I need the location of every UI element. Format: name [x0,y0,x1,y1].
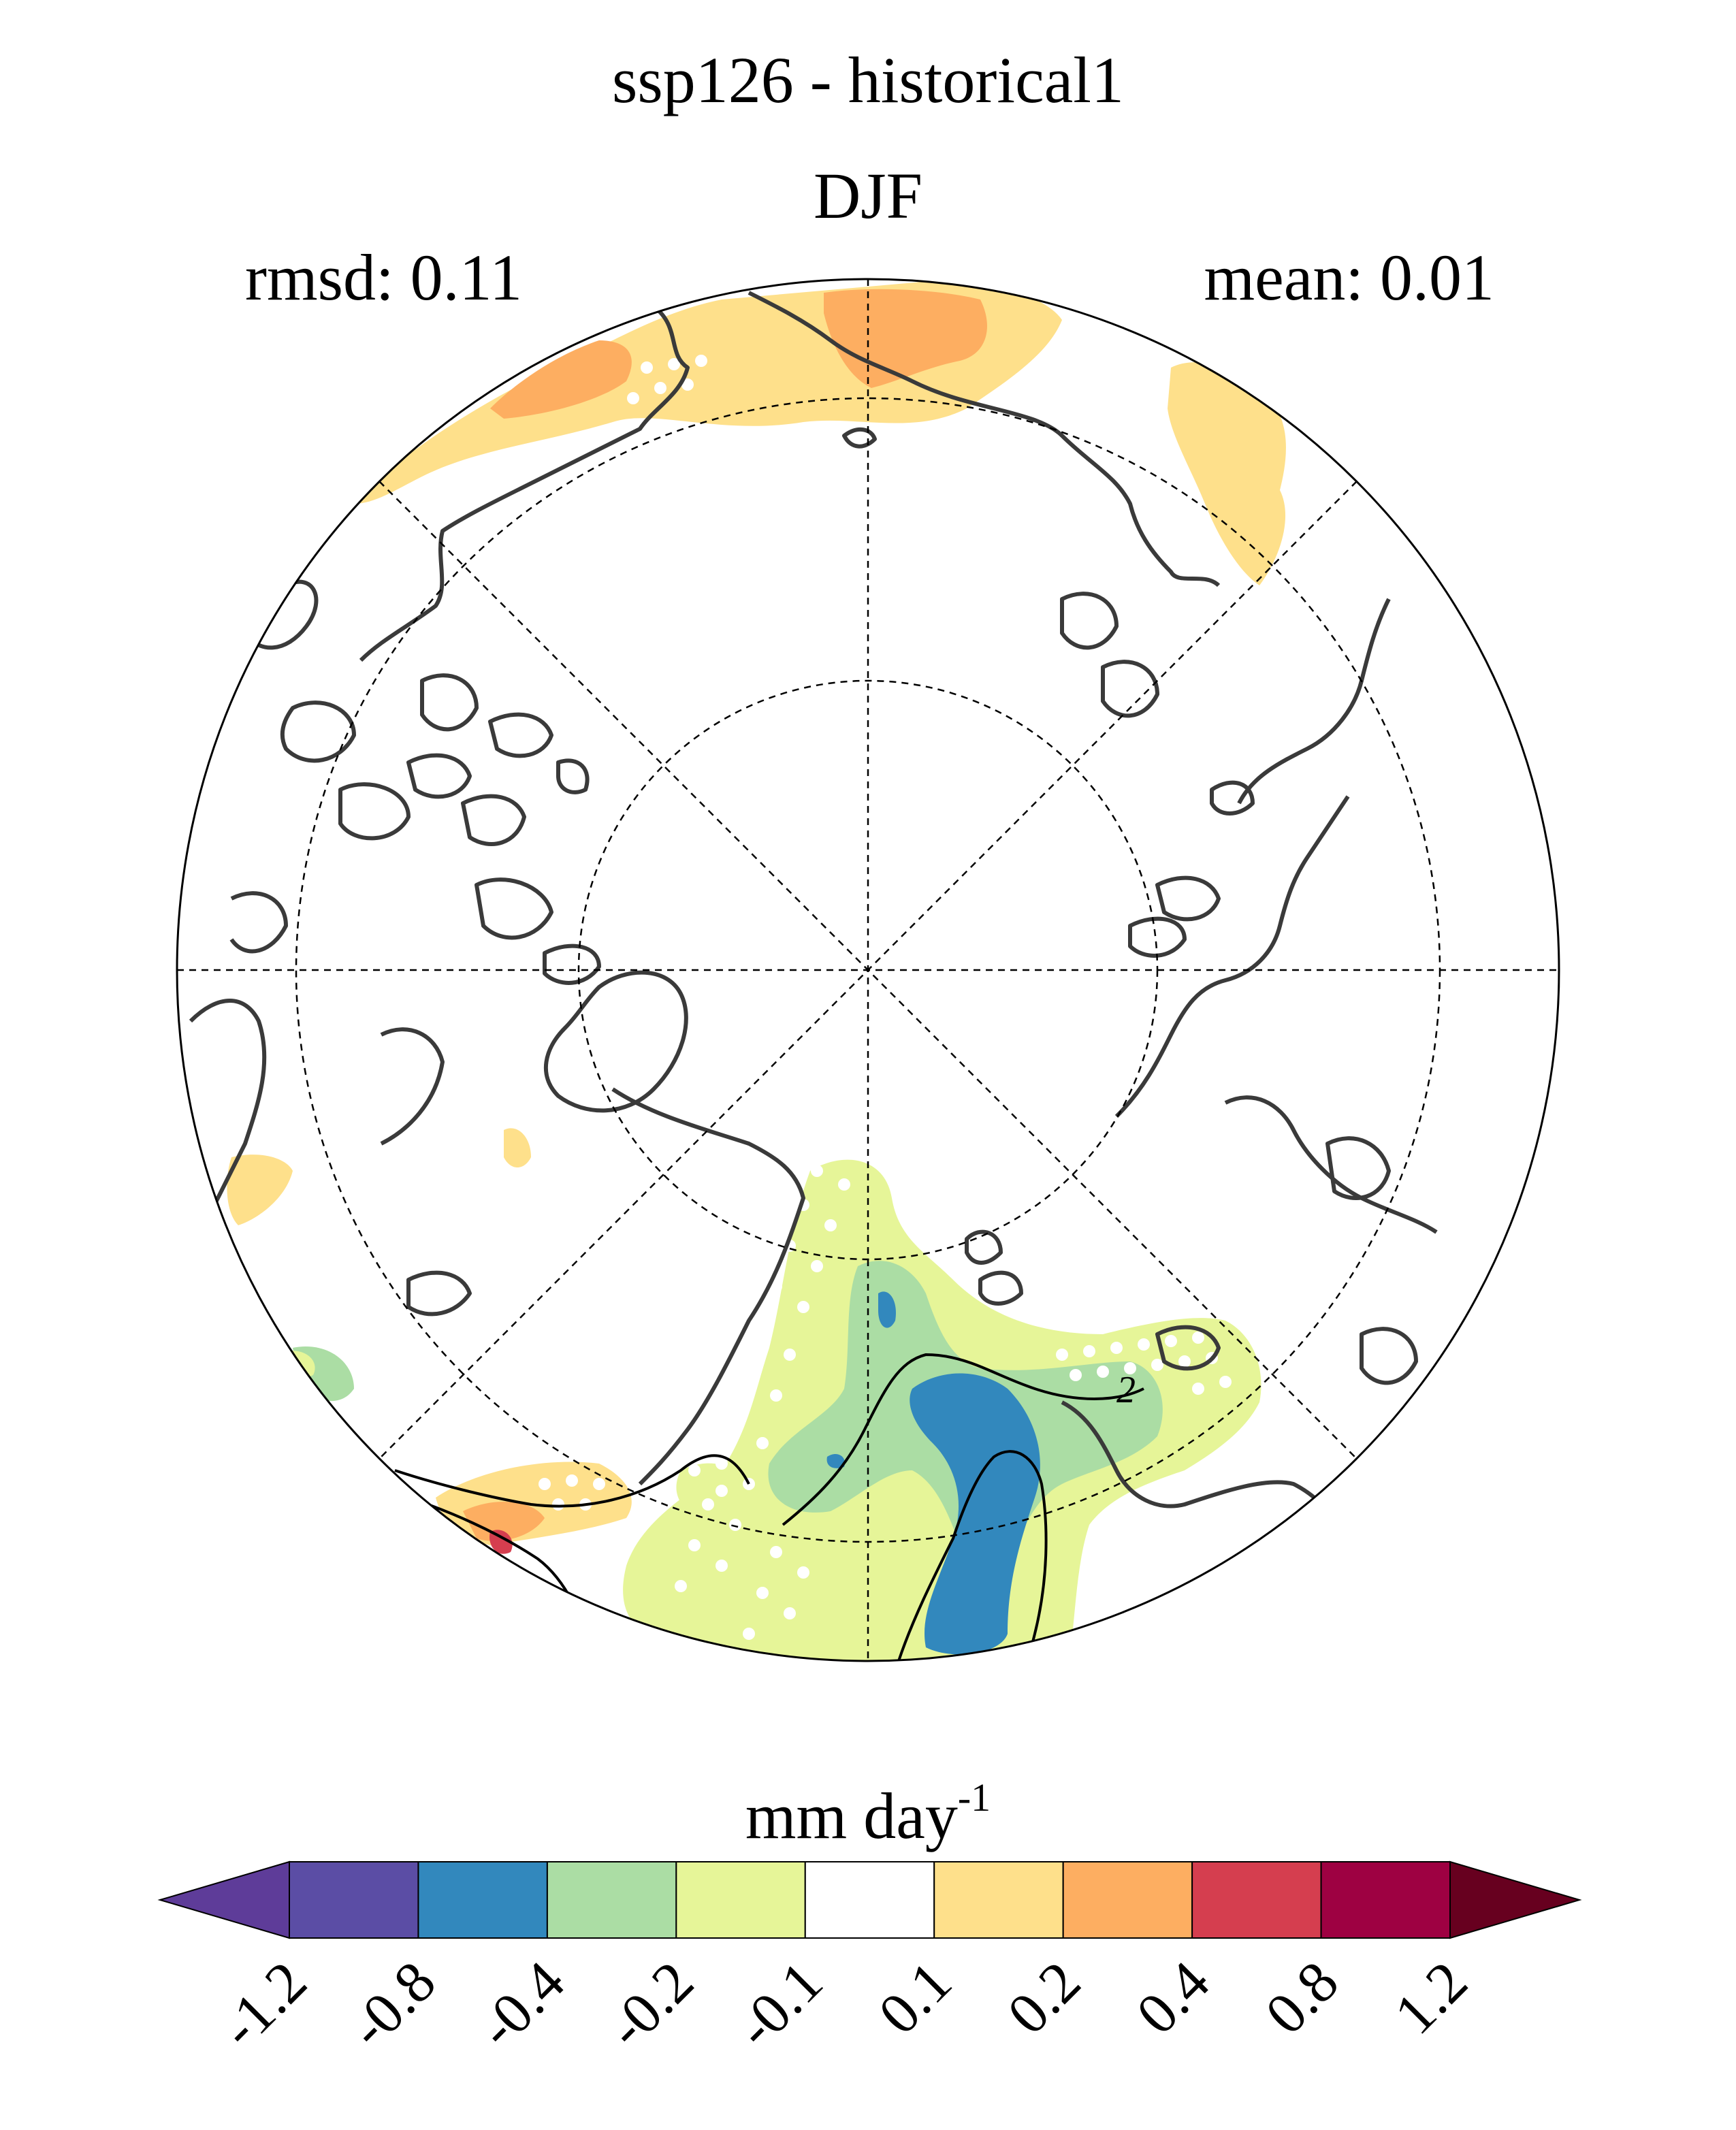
colorbar-units-base: mm day [745,1779,958,1852]
colorbar-tick-label: -0.1 [723,1949,835,2061]
colorbar-extend-high [1449,1860,1582,1939]
colorbar-tick-label: -1.2 [207,1949,319,2061]
coastlines [189,291,1438,1540]
colorbar-box [1062,1861,1193,1939]
graticule [177,279,1559,1661]
colorbar-tick-label: 0.8 [1253,1949,1351,2047]
mean-label: mean: 0.01 [1204,241,1494,314]
colorbar-units: mm day-1 [745,1775,991,1852]
colorbar [157,1860,1582,1939]
colorbar-units-exponent: -1 [958,1775,991,1820]
colorbar-box [546,1861,677,1939]
polar-map [177,279,1559,1661]
colorbar-box [417,1861,548,1939]
colorbar-tick-label: -0.4 [465,1949,577,2061]
contour-label: 2 [1116,1369,1136,1411]
colorbar-tick-label: 0.4 [1124,1949,1222,2047]
colorbar-ticks: -1.2 -0.8 -0.4 -0.2 -0.1 0.1 0.2 0.4 0.8 1.2 [207,1949,1479,2061]
colorbar-box [289,1861,419,1939]
colorbar-tick-label: 1.2 [1382,1949,1480,2047]
colorbar-tick-label: 0.1 [866,1949,964,2047]
colorbar-box [933,1861,1064,1939]
colorbar-box [675,1861,806,1939]
map-border [176,278,1560,1662]
map-title: ssp126 - historical1 [612,44,1124,116]
colorbar-extend-low [157,1860,290,1939]
colorbar-box [1191,1861,1322,1939]
colorbar-box [1320,1861,1451,1939]
season-label: DJF [814,159,922,232]
rmsd-label: rmsd: 0.11 [245,241,522,314]
colorbar-tick-label: 0.2 [995,1949,1093,2047]
colorbar-box [804,1861,935,1939]
colorbar-tick-label: -0.2 [594,1949,706,2061]
colorbar-tick-label: -0.8 [336,1949,448,2061]
